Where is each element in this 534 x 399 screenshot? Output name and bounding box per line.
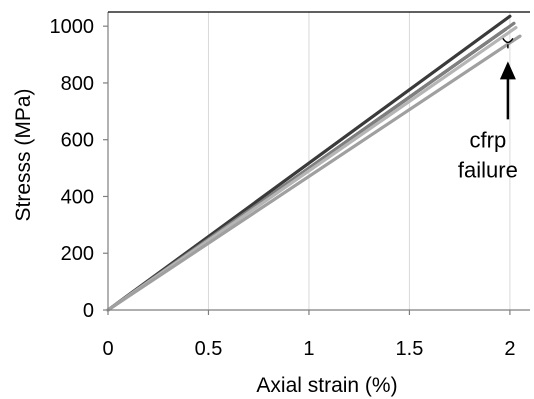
x-tick-label-4: 2 bbox=[504, 338, 515, 360]
y-tick-label-2: 400 bbox=[61, 186, 94, 208]
y-tick-labels: 0 200 400 600 800 1000 bbox=[50, 16, 95, 322]
x-axis-title: Axial strain (%) bbox=[256, 374, 397, 397]
y-tick-label-3: 600 bbox=[61, 130, 94, 152]
failure-annotation: cfrp failure bbox=[458, 37, 518, 182]
axes bbox=[103, 11, 530, 315]
y-axis-title: Stresss (MPa) bbox=[12, 88, 35, 221]
arrow-head-icon bbox=[499, 61, 516, 80]
x-tick-label-1: 0.5 bbox=[195, 338, 223, 360]
grid-lines bbox=[207, 12, 511, 310]
x-tick-labels: 0 0.5 1 1.5 2 bbox=[102, 338, 515, 360]
failure-marker-icon bbox=[502, 37, 514, 44]
annotation-line-2: failure bbox=[458, 157, 518, 182]
y-tick-label-0: 0 bbox=[83, 300, 94, 322]
annotation-line-1: cfrp bbox=[470, 127, 507, 152]
y-tick-label-1: 200 bbox=[61, 243, 94, 265]
x-tick-label-0: 0 bbox=[102, 338, 113, 360]
x-tick-label-3: 1.5 bbox=[396, 338, 424, 360]
y-tick-label-5: 1000 bbox=[50, 16, 95, 38]
x-tick-label-2: 1 bbox=[303, 338, 314, 360]
y-tick-label-4: 800 bbox=[61, 73, 94, 95]
series-lines bbox=[106, 14, 522, 312]
series-line-5 bbox=[106, 34, 522, 312]
